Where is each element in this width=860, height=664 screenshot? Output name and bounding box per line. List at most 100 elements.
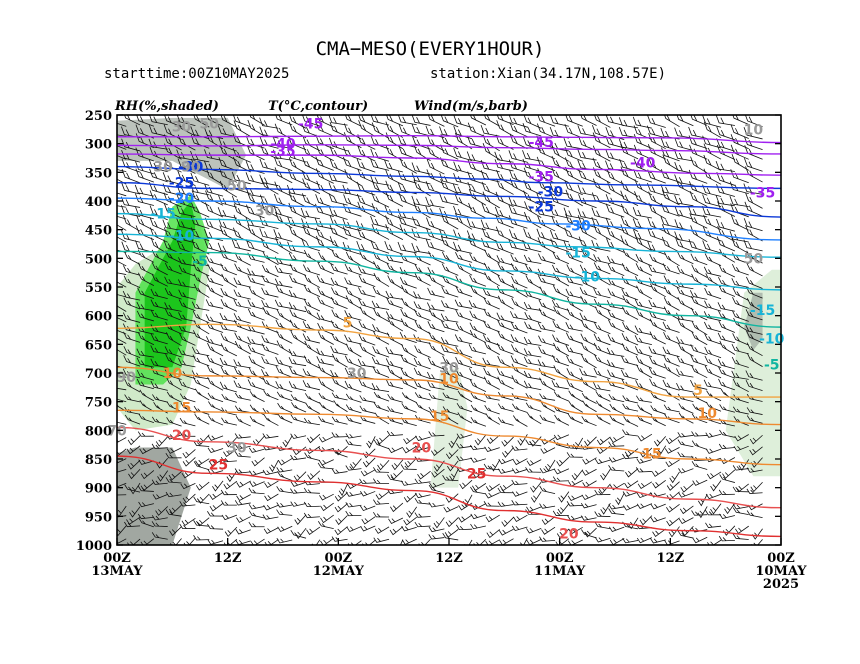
wind-barb — [732, 533, 749, 540]
wind-barb — [442, 406, 459, 416]
wind-barb — [411, 162, 431, 175]
wind-barb — [676, 355, 694, 367]
wind-barb — [734, 434, 749, 442]
wind-barb — [689, 290, 708, 300]
wind-barb — [484, 492, 500, 499]
wind-barb — [607, 369, 625, 380]
wind-barb — [483, 463, 500, 471]
wind-barb — [566, 368, 583, 381]
wind-barb — [526, 506, 542, 513]
wind-barb — [549, 206, 569, 219]
wind-barb — [331, 392, 348, 401]
wind-barb — [705, 401, 722, 412]
wind-barb — [139, 389, 155, 402]
wind-barb — [677, 342, 694, 357]
wind-barb — [193, 263, 210, 277]
wind-barb — [358, 287, 376, 298]
wind-barb — [220, 456, 237, 463]
wind-barb — [648, 299, 666, 310]
wind-barb — [345, 433, 362, 439]
wind-barb — [663, 354, 680, 367]
wind-barb — [359, 478, 376, 484]
contour-label: 25 — [467, 466, 486, 482]
wind-barb — [568, 526, 583, 535]
wind-barb — [567, 413, 583, 424]
wind-barb — [318, 436, 334, 443]
wind-barb — [676, 265, 694, 278]
wind-barb — [276, 538, 293, 544]
wind-barb — [678, 517, 694, 525]
wind-barb — [433, 517, 445, 529]
y-tick-label: 500 — [85, 252, 112, 267]
wind-barb — [578, 236, 597, 252]
wind-barb — [412, 216, 431, 231]
wind-barb — [207, 523, 224, 530]
wind-barb — [664, 286, 680, 301]
wind-barb — [192, 354, 210, 367]
wind-barb — [439, 193, 459, 206]
y-tick-label: 650 — [85, 338, 112, 353]
wind-barb — [470, 392, 487, 403]
wind-barb — [702, 115, 722, 128]
y-tick-label: 900 — [85, 482, 112, 497]
wind-barb — [553, 468, 570, 475]
wind-barb — [596, 445, 611, 455]
wind-barb — [329, 236, 348, 252]
wind-barb — [750, 482, 763, 493]
start-time-label: starttime:00Z10MAY2025 — [104, 66, 290, 82]
contour-label: -25 — [169, 176, 194, 192]
wind-barb — [179, 393, 196, 403]
wind-barb — [677, 319, 694, 333]
wind-barb — [649, 331, 666, 345]
wind-barb — [372, 346, 390, 358]
wind-barb — [401, 284, 417, 299]
wind-barb — [705, 432, 722, 438]
wind-barb — [662, 154, 680, 172]
x-tick-label: 00Z — [546, 551, 574, 566]
wind-barb — [482, 191, 500, 209]
wind-barb — [411, 228, 431, 241]
wind-barb — [331, 287, 348, 300]
wind-barb — [579, 287, 597, 299]
wind-barb — [496, 120, 514, 137]
wind-barb — [234, 340, 251, 355]
wind-barb — [328, 206, 348, 220]
wind-barb — [192, 310, 210, 324]
wind-barb — [577, 208, 597, 220]
wind-barb — [335, 515, 348, 526]
wind-barb — [320, 514, 334, 524]
wind-barb — [301, 123, 321, 138]
wind-barb — [508, 150, 528, 163]
wind-barb — [594, 306, 611, 321]
wind-barb — [277, 471, 293, 481]
wind-barb — [288, 290, 307, 301]
wind-barb — [524, 211, 542, 229]
wind-barb — [622, 321, 639, 336]
wind-barb — [470, 523, 486, 530]
wind-barb — [136, 214, 155, 231]
wind-barb — [207, 511, 224, 517]
wind-barb — [400, 376, 417, 390]
wind-barb — [524, 312, 542, 324]
wind-barb — [483, 320, 500, 333]
wind-barb — [151, 443, 168, 450]
wind-barb — [481, 227, 500, 244]
wind-barb — [427, 371, 445, 381]
wind-barb — [620, 235, 639, 251]
wind-barb — [117, 178, 127, 185]
wind-barb — [415, 402, 431, 413]
wind-barb — [593, 382, 611, 392]
wind-barb — [137, 262, 155, 276]
wind-barb — [135, 161, 154, 175]
wind-barb — [441, 320, 459, 332]
rh-label: 10 — [744, 122, 764, 138]
contour-label: 15 — [172, 400, 191, 416]
wind-barb — [291, 402, 307, 413]
contour--30 — [117, 165, 781, 190]
wind-barb — [359, 343, 376, 357]
wind-barb — [305, 402, 321, 415]
wind-barb — [259, 117, 279, 129]
wind-barb — [483, 341, 500, 355]
wind-barb — [301, 193, 321, 209]
wind-barb — [288, 191, 307, 208]
